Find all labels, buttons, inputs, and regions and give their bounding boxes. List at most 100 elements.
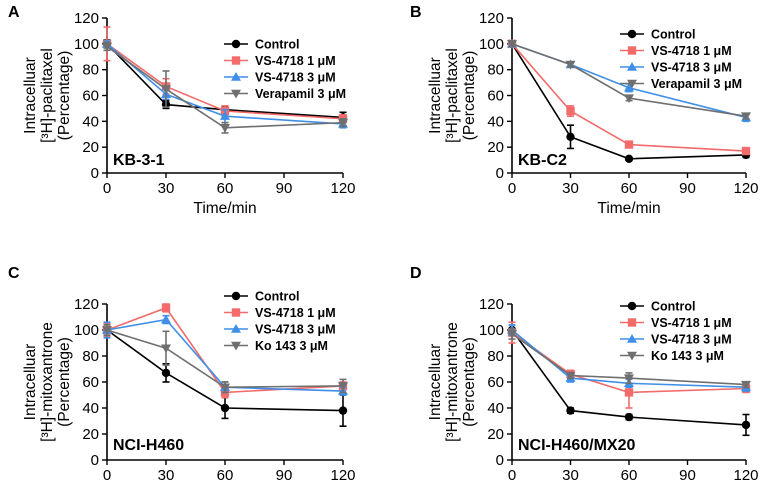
y-tick-label: 20 <box>82 139 99 156</box>
y-tick-label: 120 <box>74 10 99 27</box>
y-tick-label: 0 <box>91 452 99 469</box>
x-tick-label: 90 <box>276 180 293 197</box>
x-tick-label: 90 <box>276 467 293 484</box>
legend-entry: VS-4718 3 μM <box>255 323 336 337</box>
data-point <box>220 383 230 393</box>
legend-entry: VS-4718 1 μM <box>651 316 732 330</box>
data-point <box>741 112 751 122</box>
x-tick-label: 60 <box>217 180 234 197</box>
y-tick-label: 100 <box>74 36 99 53</box>
x-tick-label: 120 <box>733 180 758 197</box>
legend-marker <box>627 29 637 39</box>
series-line <box>106 329 344 389</box>
y-axis-title-line: Intracelluar <box>427 57 444 134</box>
legend-marker <box>231 324 241 333</box>
data-point <box>507 40 517 49</box>
series-line <box>106 329 344 412</box>
legend-marker <box>231 291 241 301</box>
legend-entry: Control <box>255 290 299 304</box>
x-tick-label: 0 <box>103 180 111 197</box>
series-line <box>511 43 747 160</box>
y-axis-title-line: [³H]-mitoxantrone <box>39 322 56 442</box>
data-point <box>741 146 751 156</box>
data-point <box>220 124 230 133</box>
series-circle <box>102 323 348 428</box>
y-axis-title-line: Intracelluar <box>427 344 444 421</box>
legend-marker <box>231 341 241 351</box>
cell-line-label: NCI-H460 <box>113 437 184 454</box>
series-line <box>106 45 344 129</box>
legend-marker <box>627 79 637 89</box>
y-tick-label: 40 <box>487 400 504 417</box>
x-tick-label: 30 <box>158 180 175 197</box>
x-tick-label: 0 <box>508 467 516 484</box>
y-tick-label: 80 <box>487 62 504 79</box>
series-line <box>511 333 747 386</box>
legend-entry: VS-4718 3 μM <box>651 333 732 347</box>
y-tick-label: 40 <box>82 400 99 417</box>
legend-entry: Verapamil 3 μM <box>255 87 346 101</box>
cell-line-label: NCI-H460/MX20 <box>518 437 635 454</box>
y-tick-label: 60 <box>82 374 99 391</box>
panel-a: A 0 30 60 90 120 0 20 40 60 80 100 120 Time/min Intrac… <box>8 4 356 217</box>
data-point <box>507 330 517 339</box>
data-point <box>566 406 575 415</box>
legend-entry: VS-4718 3 μM <box>651 61 732 75</box>
data-point <box>741 420 751 430</box>
x-tick-label: 90 <box>679 180 696 197</box>
panel-letter: B <box>410 4 422 21</box>
series-line <box>511 43 747 117</box>
legend: Control VS-4718 1 μM VS-4718 3 μM Verapamil… <box>224 38 346 101</box>
panel-letter: D <box>410 265 422 282</box>
x-tick-label: 90 <box>679 467 696 484</box>
x-tick-label: 60 <box>621 180 638 197</box>
series-line <box>106 43 344 125</box>
data-point <box>102 42 112 52</box>
y-axis-title-line: (Percentage) <box>56 337 73 427</box>
data-point <box>624 388 634 397</box>
y-axis-title-line: [³H]-paclitaxel <box>39 48 56 143</box>
legend: Control VS-4718 1 μM VS-4718 3 μM Verapamil… <box>620 28 742 91</box>
significance-marker: ** <box>757 110 765 122</box>
data-point <box>338 118 348 128</box>
data-point <box>338 382 348 391</box>
x-tick-label: 120 <box>733 467 758 484</box>
data-point <box>624 412 634 422</box>
data-point <box>566 132 575 142</box>
data-point <box>624 374 634 384</box>
y-tick-label: 40 <box>82 113 99 130</box>
cell-line-label: KB-3-1 <box>113 152 165 169</box>
data-point <box>741 380 751 390</box>
legend-marker <box>231 72 241 81</box>
legend-marker <box>231 39 241 49</box>
series-triangle-down <box>507 40 751 122</box>
x-tick-label: 60 <box>217 467 234 484</box>
data-point <box>624 94 634 104</box>
legend-entry: Control <box>255 38 299 52</box>
x-tick-label: 0 <box>508 180 516 197</box>
y-tick-label: 120 <box>74 296 99 313</box>
series-line <box>511 43 747 152</box>
cell-line-label: KB-C2 <box>518 152 567 169</box>
legend: Control VS-4718 1 μM VS-4718 3 μM Ko 143 3 … <box>620 300 732 363</box>
legend-marker <box>231 56 241 65</box>
data-point <box>624 140 634 149</box>
legend: Control VS-4718 1 μM VS-4718 3 μM Ko 143 3 … <box>224 290 336 353</box>
x-axis-title: Time/min <box>193 200 256 217</box>
panel-b: B 0 30 60 90 120 0 20 40 60 80 100 120 Time/min Intrac… <box>410 4 765 217</box>
legend-entry: VS-4718 1 μM <box>255 306 336 320</box>
x-tick-label: 30 <box>562 467 579 484</box>
series-line <box>106 43 344 120</box>
data-point <box>161 85 171 95</box>
legend-marker <box>231 308 241 317</box>
legend-entry: Control <box>651 28 695 42</box>
legend-entry: Verapamil 3 μM <box>651 77 742 91</box>
panel-d: D0306090120020406080100120Time/minIntrac… <box>410 265 765 484</box>
y-tick-label: 40 <box>487 113 504 130</box>
y-tick-label: 80 <box>82 348 99 365</box>
series-triangle-down <box>507 327 751 390</box>
x-axis-title: Time/min <box>597 200 660 217</box>
y-axis-title-line: [³H]-mitoxantrone <box>444 322 461 442</box>
panel-letter: C <box>8 265 20 282</box>
legend-entry: Ko 143 3 μM <box>255 339 328 353</box>
